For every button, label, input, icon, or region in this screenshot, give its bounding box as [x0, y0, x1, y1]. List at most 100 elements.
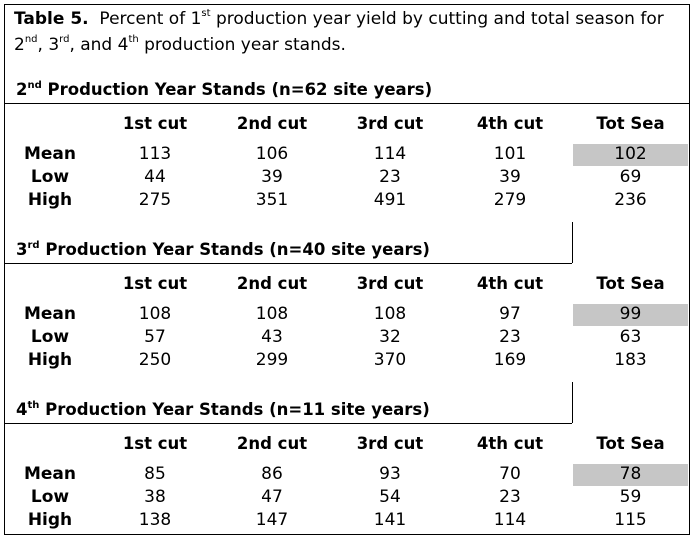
section-title-text: Production Year Stands (n=40 site years): [39, 240, 430, 259]
data-cell: 99: [619, 304, 642, 324]
data-cell: 250: [138, 350, 172, 370]
data-cell: 275: [138, 190, 172, 210]
caption-sup-4: th: [128, 34, 139, 46]
data-cell: 86: [261, 464, 283, 484]
data-cell: 108: [255, 304, 289, 324]
section-title-number: 3: [16, 240, 28, 259]
data-cell: 32: [379, 327, 401, 347]
section-rule: [4, 423, 572, 424]
data-cell: 70: [499, 464, 521, 484]
mean-highlight: [573, 464, 688, 486]
mean-highlight: [573, 304, 688, 326]
row-label: Mean: [23, 464, 77, 484]
data-cell: 63: [619, 327, 642, 347]
row-label: Low: [30, 487, 70, 507]
column-header: 1st cut: [122, 274, 188, 293]
column-header: Tot Sea: [596, 274, 665, 293]
column-header: 2nd cut: [236, 274, 308, 293]
data-cell: 138: [138, 510, 172, 530]
column-header: 1st cut: [122, 114, 188, 133]
caption-text-1: Percent of 1: [99, 9, 202, 29]
data-cell: 169: [493, 350, 527, 370]
data-cell: 39: [261, 167, 283, 187]
data-cell: 93: [379, 464, 401, 484]
data-cell: 491: [373, 190, 407, 210]
section-title: 3rd Production Year Stands (n=40 site ye…: [16, 240, 430, 259]
outer-border: [4, 4, 690, 535]
section-rule: [4, 263, 572, 264]
row-label: High: [27, 510, 73, 530]
data-cell: 23: [379, 167, 401, 187]
column-header: 4th cut: [476, 274, 544, 293]
row-label: High: [27, 350, 73, 370]
column-header: 4th cut: [476, 434, 544, 453]
data-cell: 299: [255, 350, 289, 370]
section-title-text: Production Year Stands (n=62 site years): [41, 80, 433, 99]
data-cell: 47: [261, 487, 283, 507]
data-cell: 78: [619, 464, 642, 484]
caption-sup-2: nd: [24, 34, 38, 46]
row-label: Low: [30, 167, 70, 187]
section-divider: [572, 222, 573, 263]
data-cell: 141: [373, 510, 407, 530]
data-cell: 43: [261, 327, 283, 347]
section-title-number: 2: [16, 80, 28, 99]
mean-highlight: [573, 144, 688, 166]
data-cell: 147: [255, 510, 289, 530]
table-caption: Table 5. Percent of 1st production year …: [14, 6, 684, 58]
data-cell: 39: [499, 167, 521, 187]
row-label: Mean: [23, 144, 77, 164]
caption-sup-1: st: [201, 8, 211, 20]
section-title-sup: rd: [27, 239, 40, 251]
section-divider: [572, 382, 573, 423]
row-label: Mean: [23, 304, 77, 324]
data-cell: 23: [499, 487, 521, 507]
data-cell: 114: [493, 510, 527, 530]
data-cell: 54: [379, 487, 401, 507]
data-cell: 370: [373, 350, 407, 370]
section-title: 2nd Production Year Stands (n=62 site ye…: [16, 80, 432, 99]
caption-text-2: production year yield by cutting and tot…: [210, 9, 664, 29]
data-cell: 106: [255, 144, 289, 164]
column-header: 1st cut: [122, 434, 188, 453]
data-cell: 85: [144, 464, 166, 484]
data-cell: 38: [144, 487, 166, 507]
data-cell: 236: [614, 190, 647, 210]
caption-prefix: Table 5.: [14, 9, 89, 29]
data-cell: 183: [614, 350, 647, 370]
section-title-text: Production Year Stands (n=11 site years): [39, 400, 430, 419]
caption-text-3: 2: [14, 35, 25, 55]
section-title-number: 4: [16, 400, 28, 419]
column-header: Tot Sea: [596, 434, 665, 453]
data-cell: 57: [144, 327, 166, 347]
data-cell: 108: [138, 304, 172, 324]
data-cell: 23: [499, 327, 521, 347]
column-header: 2nd cut: [236, 434, 308, 453]
data-cell: 101: [493, 144, 527, 164]
row-label: Low: [30, 327, 70, 347]
caption-text-4: , 3: [37, 35, 60, 55]
caption-text-6: production year stands.: [138, 35, 346, 55]
data-cell: 102: [614, 144, 647, 164]
section-title: 4th Production Year Stands (n=11 site ye…: [16, 400, 430, 419]
caption-sup-3: rd: [59, 34, 70, 46]
section-title-sup: nd: [27, 79, 42, 91]
caption-text-5: , and 4: [69, 35, 129, 55]
column-header: 2nd cut: [236, 114, 308, 133]
section-rule: [4, 103, 690, 104]
column-header: 3rd cut: [356, 274, 424, 293]
data-cell: 59: [619, 487, 642, 507]
data-cell: 44: [144, 167, 166, 187]
column-header: 3rd cut: [356, 434, 424, 453]
row-label: High: [27, 190, 73, 210]
section-title-sup: th: [27, 399, 40, 411]
data-cell: 69: [619, 167, 642, 187]
data-cell: 279: [493, 190, 527, 210]
data-cell: 108: [373, 304, 407, 324]
column-header: 3rd cut: [356, 114, 424, 133]
column-header: Tot Sea: [596, 114, 665, 133]
data-cell: 114: [373, 144, 407, 164]
data-cell: 113: [138, 144, 172, 164]
data-cell: 97: [499, 304, 521, 324]
